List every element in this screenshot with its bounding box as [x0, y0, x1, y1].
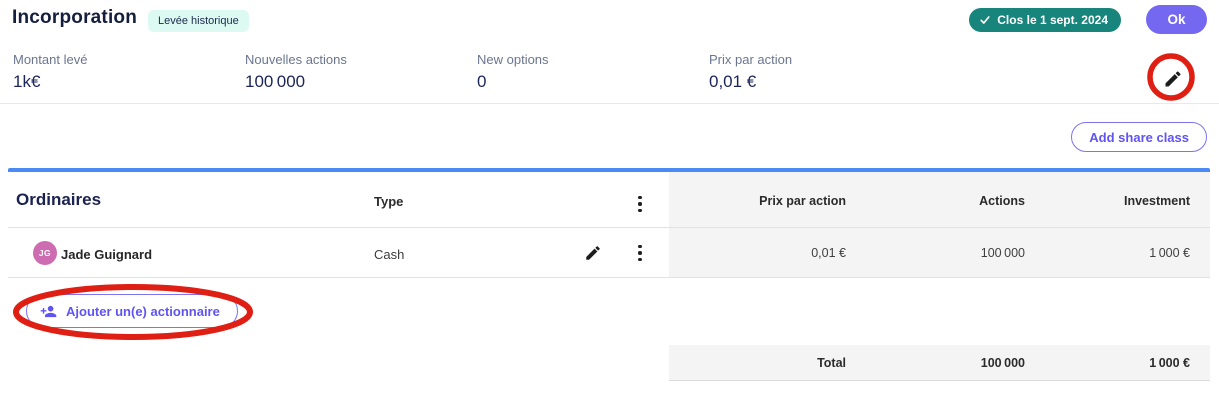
stat-value: 100 000 — [245, 72, 306, 91]
add-share-class-button[interactable]: Add share class — [1071, 122, 1207, 152]
stat-montant-leve: Montant levé 1k€ — [13, 52, 245, 92]
table-top-accent-bar — [8, 168, 1210, 172]
total-label: Total — [817, 356, 846, 370]
column-header-investment: Investment — [1124, 194, 1190, 208]
total-investment-value: 1 000 € — [1149, 356, 1190, 370]
row-investment-value: 1 000 € — [1149, 246, 1190, 260]
shareholder-contribution-type: Cash — [374, 247, 405, 262]
check-icon — [979, 14, 991, 26]
row-shares-value: 100 000 — [980, 246, 1025, 260]
table-row-divider — [8, 277, 1210, 278]
closed-status-chip[interactable]: Clos le 1 sept. 2024 — [969, 8, 1121, 32]
page-title: Incorporation — [12, 7, 138, 28]
ok-button[interactable]: Ok — [1146, 5, 1207, 34]
stat-label: New options — [477, 52, 549, 67]
pencil-icon — [584, 244, 602, 262]
total-shares-value: 100 000 — [980, 356, 1025, 370]
stat-nouvelles-actions: Nouvelles actions 100 000 — [245, 52, 477, 92]
stat-prix-par-action: Prix par action 0,01 € — [709, 52, 941, 92]
section-divider — [0, 103, 1219, 104]
column-header-price: Prix par action — [759, 194, 846, 208]
stat-label: Nouvelles actions — [245, 52, 347, 67]
shareholder-avatar: JG — [33, 241, 57, 265]
stat-value: 0 — [477, 72, 487, 91]
edit-event-button[interactable] — [1161, 67, 1185, 91]
add-shareholder-button[interactable]: Ajouter un(e) actionnaire — [26, 294, 238, 328]
row-price-value: 0,01 € — [811, 246, 846, 260]
share-class-title: Ordinaires — [16, 190, 102, 209]
column-header-type: Type — [374, 194, 404, 209]
stat-label: Montant levé — [13, 52, 88, 67]
shareholder-menu-button[interactable] — [628, 241, 652, 265]
stat-new-options: New options 0 — [477, 52, 709, 92]
kebab-menu-icon — [638, 244, 642, 262]
person-add-icon — [40, 303, 57, 320]
add-shareholder-label: Ajouter un(e) actionnaire — [66, 303, 220, 319]
column-header-shares: Actions — [979, 194, 1025, 208]
table-total-band — [669, 345, 1210, 381]
closed-status-label: Clos le 1 sept. 2024 — [997, 13, 1108, 27]
share-class-menu-button[interactable] — [628, 192, 652, 216]
historic-raise-badge: Levée historique — [148, 10, 249, 32]
event-stats-row: Montant levé 1k€ Nouvelles actions 100 0… — [13, 52, 941, 92]
stat-value: 0,01 € — [709, 72, 757, 91]
table-row-divider — [8, 227, 1210, 228]
shareholder-name: Jade Guignard — [61, 247, 153, 262]
edit-shareholder-button[interactable] — [581, 241, 605, 265]
kebab-menu-icon — [638, 195, 642, 213]
stat-value: 1k€ — [13, 72, 41, 91]
stat-label: Prix par action — [709, 52, 793, 67]
pencil-icon — [1163, 69, 1183, 89]
table-numeric-panel — [669, 172, 1210, 278]
